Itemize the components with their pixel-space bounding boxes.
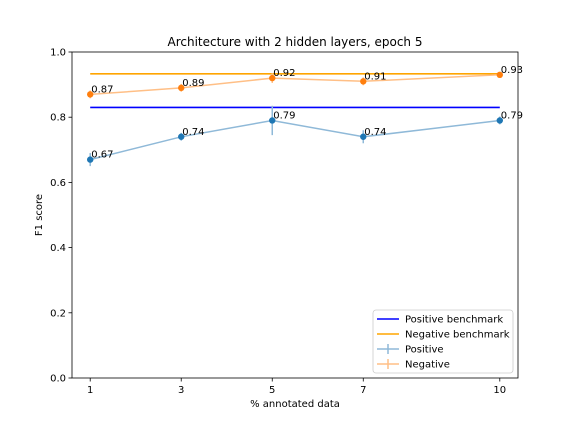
- legend-label-1: Negative benchmark: [405, 330, 510, 341]
- y-tick-label-3: 0.6: [50, 178, 66, 189]
- data-label-0-4: 0.79: [501, 110, 523, 121]
- data-point-1-0: [87, 91, 94, 98]
- chart-title: Architecture with 2 hidden layers, epoch…: [168, 35, 423, 49]
- plot-area: 0.67 0.74 0.79 0.74 0.79 0.87 0.89 0.92 0.91 0.93: [87, 65, 523, 167]
- x-tick-label-2: 5: [269, 385, 275, 396]
- legend: Positive benchmark Negative benchmark Posi…: [372, 309, 514, 374]
- data-point-0-1: [178, 133, 185, 140]
- data-point-0-3: [360, 133, 367, 140]
- axes: 1 3 5 7 10 0.0 0.2 0.4 0.6 0.8 1.0: [50, 48, 519, 396]
- legend-box: [372, 309, 514, 374]
- data-label-1-4: 0.93: [501, 65, 523, 76]
- data-point-1-3: [360, 78, 367, 85]
- data-point-0-4: [496, 117, 503, 124]
- y-tick-label-1: 0.2: [50, 308, 66, 319]
- x-tick-label-3: 7: [360, 385, 366, 396]
- y-axis-label: F1 score: [34, 194, 45, 236]
- data-label-1-2: 0.92: [273, 68, 295, 79]
- legend-label-2: Positive: [405, 345, 444, 356]
- data-label-0-3: 0.74: [364, 127, 386, 138]
- data-label-0-1: 0.74: [182, 127, 204, 138]
- axes-frame: [71, 51, 519, 379]
- data-point-1-2: [269, 74, 276, 82]
- y-tick-label-4: 0.8: [50, 113, 66, 124]
- x-axis-label: % annotated data: [250, 399, 340, 410]
- series-line-0: [90, 119, 500, 161]
- data-label-1-3: 0.91: [364, 71, 386, 82]
- data-label-0-0: 0.67: [91, 150, 113, 161]
- x-tick-label-1: 3: [178, 385, 184, 396]
- y-tick-label-5: 1.0: [50, 48, 66, 59]
- data-point-1-4: [496, 71, 503, 79]
- y-tick-label-0: 0.0: [50, 374, 66, 385]
- data-point-0-0: [87, 156, 94, 163]
- data-label-1-0: 0.87: [91, 84, 113, 95]
- data-point-0-2: [269, 117, 276, 124]
- data-label-1-1: 0.89: [182, 78, 204, 89]
- legend-label-0: Positive benchmark: [405, 315, 503, 326]
- x-tick-label-4: 10: [493, 385, 506, 396]
- legend-label-3: Negative: [405, 360, 450, 371]
- data-point-1-1: [178, 84, 185, 92]
- y-tick-label-2: 0.4: [50, 243, 66, 254]
- data-label-0-2: 0.79: [273, 110, 295, 121]
- x-tick-label-0: 1: [87, 385, 93, 396]
